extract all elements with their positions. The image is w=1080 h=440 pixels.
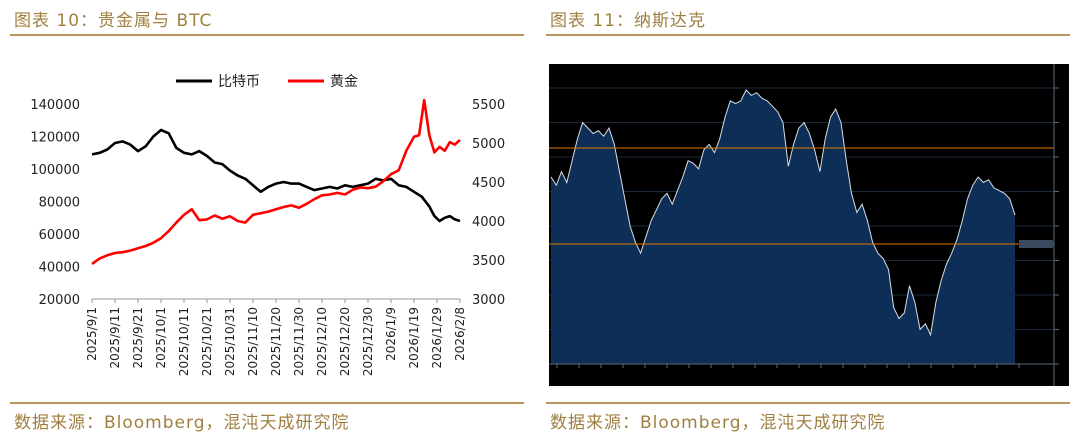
left-title-rule	[10, 34, 524, 36]
x-tick-label: 2025/12/20	[338, 307, 352, 376]
x-tick-label: 2025/11/30	[292, 307, 306, 376]
x-tick-label: 2025/9/21	[131, 307, 145, 369]
x-tick-label: 2026/1/29	[430, 307, 444, 369]
x-tick-label: 2025/11/10	[246, 307, 260, 376]
nasdaq-area-fill	[551, 90, 1015, 364]
right-source-rule	[546, 402, 1070, 404]
y-right-tick-label: 4500	[472, 176, 505, 191]
y-left-tick-label: 60000	[39, 228, 80, 243]
x-tick-label: 2025/9/1	[85, 307, 99, 361]
left-source-note: 数据来源：Bloomberg，混沌天成研究院	[14, 413, 350, 433]
y-right-tick-label: 5000	[472, 137, 505, 152]
x-tick-label: 2026/2/8	[453, 307, 467, 361]
right-title-rule	[546, 34, 1070, 36]
y-right-tick-label: 5500	[472, 98, 505, 113]
last-value-tag	[1019, 240, 1053, 248]
series-line-btc	[91, 128, 461, 223]
left-source-rule	[10, 402, 524, 404]
legend-label-gold: 黄金	[330, 73, 358, 90]
y-left-tick-label: 20000	[39, 293, 80, 308]
y-left-tick-label: 120000	[30, 131, 80, 146]
x-tick-label: 2025/10/31	[223, 307, 237, 376]
y-right-tick-label: 4000	[472, 215, 505, 230]
x-tick-label: 2025/9/11	[108, 307, 122, 369]
y-right-tick-label: 3500	[472, 254, 505, 269]
x-tick-label: 2026/1/9	[384, 307, 398, 361]
right-source-note: 数据来源：Bloomberg，混沌天成研究院	[550, 413, 886, 433]
y-left-tick-label: 140000	[30, 98, 80, 113]
y-left-tick-label: 80000	[39, 196, 80, 211]
left-chart-title: 图表 10：贵金属与 BTC	[14, 11, 213, 31]
x-tick-label: 2025/10/11	[177, 307, 191, 376]
right-chart-title: 图表 11：纳斯达克	[550, 11, 707, 31]
nasdaq-price-line	[550, 89, 1016, 337]
btc-gold-chart: 140000 120000 100000 80000 60000 40000 20000 5…	[30, 73, 505, 376]
x-tick-label: 2025/10/1	[154, 307, 168, 369]
legend-label-btc: 比特币	[218, 74, 260, 90]
y-left-tick-label: 40000	[39, 261, 80, 276]
x-tick-label: 2025/12/10	[315, 307, 329, 376]
x-tick-label: 2025/10/21	[200, 307, 214, 376]
nasdaq-terminal-chart	[549, 64, 1069, 386]
series-line-gold	[91, 98, 461, 265]
y-left-tick-label: 100000	[30, 163, 80, 178]
x-tick-label: 2025/12/30	[361, 307, 375, 376]
y-right-tick-label: 3000	[472, 293, 505, 308]
x-tick-label: 2025/11/20	[269, 307, 283, 376]
x-tick-label: 2026/1/19	[407, 307, 421, 369]
